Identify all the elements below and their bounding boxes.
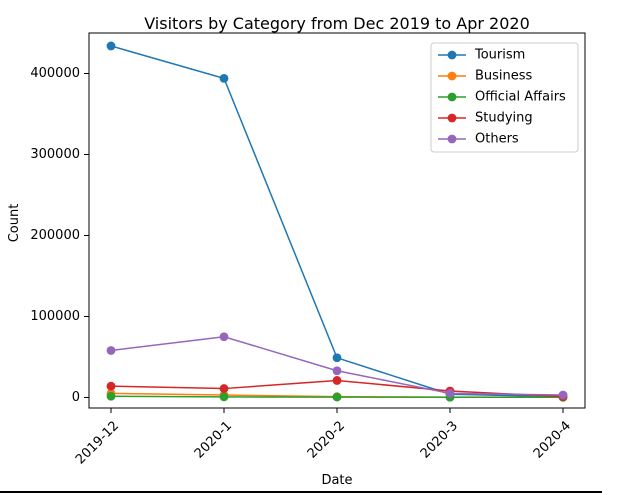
legend-label: Others xyxy=(475,132,519,147)
series-others xyxy=(106,332,568,400)
data-point xyxy=(219,384,229,393)
series-layer xyxy=(106,41,568,402)
right-margin-strip xyxy=(602,0,628,495)
data-point xyxy=(219,73,229,83)
legend-box xyxy=(430,42,579,153)
data-point xyxy=(106,381,116,391)
data-point xyxy=(332,392,342,402)
y-tick-label: 300000 xyxy=(30,147,80,162)
y-tick-label: 200000 xyxy=(30,228,80,243)
data-point xyxy=(332,366,342,376)
legend-label: Official Affairs xyxy=(475,90,566,105)
legend-marker xyxy=(447,92,457,102)
y-tick-label: 0 xyxy=(72,390,80,405)
data-point xyxy=(332,376,342,385)
y-axis: 0 100000 200000 300000 400000 xyxy=(30,66,89,405)
legend-label: Tourism xyxy=(474,48,525,63)
x-axis-label: Date xyxy=(321,473,352,488)
legend-label: Studying xyxy=(475,111,533,126)
data-point xyxy=(106,391,116,401)
legend-marker xyxy=(447,134,457,144)
legend: Tourism Business Official Affairs Studying O… xyxy=(430,42,579,153)
legend-marker xyxy=(447,113,457,123)
y-axis-label: Count xyxy=(7,204,22,243)
data-point xyxy=(106,346,116,355)
chart-title: Visitors by Category from Dec 2019 to Ap… xyxy=(144,14,530,33)
data-point xyxy=(332,353,342,363)
data-point xyxy=(445,389,455,398)
data-point xyxy=(558,390,568,400)
data-point xyxy=(219,392,229,402)
legend-marker xyxy=(447,71,457,81)
y-tick-label: 400000 xyxy=(30,66,80,81)
data-point xyxy=(106,41,116,51)
legend-label: Business xyxy=(475,69,533,84)
legend-marker xyxy=(447,50,457,60)
data-point xyxy=(219,332,229,342)
y-tick-label: 100000 xyxy=(30,309,80,324)
